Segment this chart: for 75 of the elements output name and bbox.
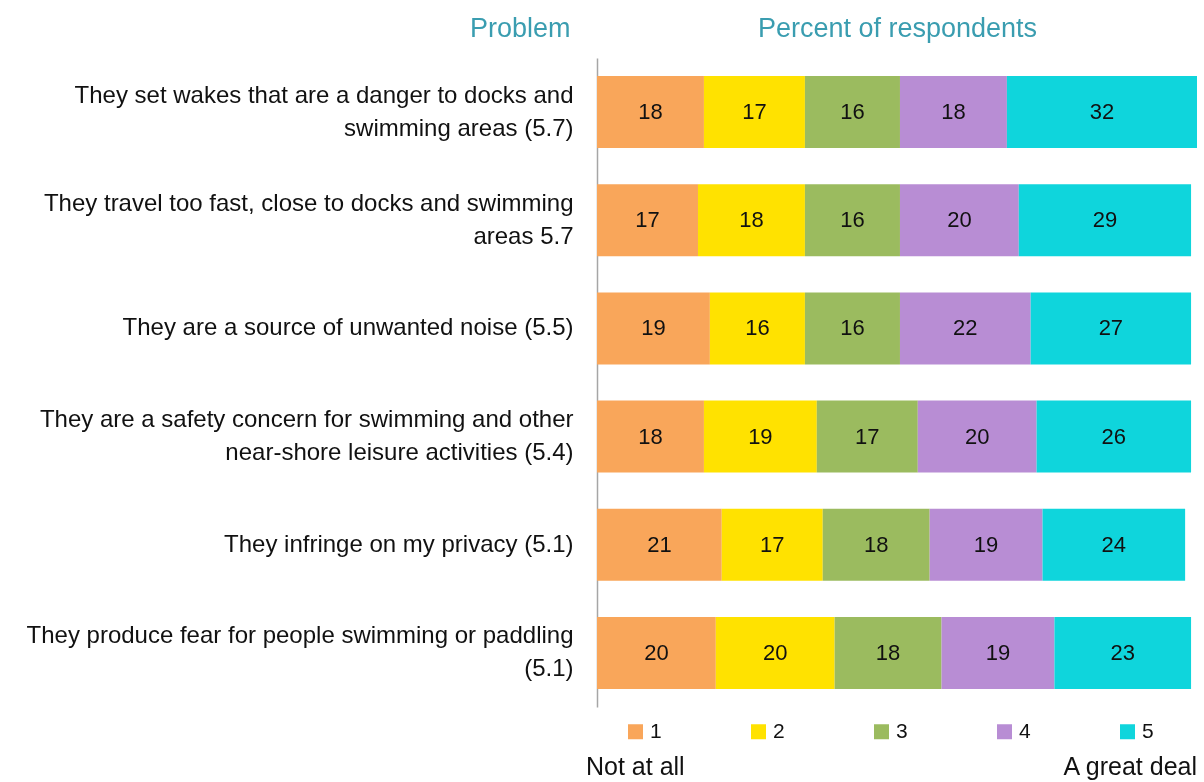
bar — [941, 616, 1055, 689]
data-label: 16 — [745, 315, 770, 341]
data-label: 19 — [985, 639, 1011, 665]
bar — [597, 292, 710, 365]
data-label: 18 — [638, 423, 663, 449]
bar — [597, 76, 704, 149]
data-label: 16 — [840, 315, 865, 341]
data-label: 16 — [840, 207, 865, 233]
bar — [804, 184, 900, 257]
legend-label: 5 — [1142, 718, 1154, 742]
data-label: 20 — [644, 639, 669, 665]
data-label: 18 — [941, 99, 966, 125]
bar — [1054, 616, 1192, 689]
data-label: 27 — [1098, 315, 1124, 341]
legend-label: 4 — [1019, 718, 1031, 742]
data-label: 32 — [1089, 99, 1115, 125]
bar — [715, 616, 835, 689]
bar — [697, 184, 805, 257]
y-tick-label: They travel too fast, close to docks and swimming areas 5.7 — [43, 188, 574, 249]
y-tick-label: They are a safety concern for swimming and other near-shore leisure activities (5.4) — [39, 405, 574, 466]
y-tick-label: They produce fear for people swimming or paddling (5.1) — [26, 621, 574, 682]
data-label: 21 — [647, 531, 672, 557]
bar — [1006, 76, 1197, 149]
legend-label: 3 — [896, 718, 908, 742]
data-label: 16 — [840, 99, 865, 125]
bar — [917, 400, 1037, 473]
data-label: 17 — [760, 531, 785, 557]
bar — [816, 400, 918, 473]
data-label: 17 — [855, 423, 880, 449]
bar — [597, 508, 722, 581]
data-label: 18 — [863, 531, 889, 557]
bar — [804, 292, 900, 365]
bar — [703, 400, 817, 473]
bar — [597, 184, 698, 257]
bar — [721, 508, 823, 581]
data-label: 18 — [739, 207, 764, 233]
x-axis-title: Percent of respondents — [757, 12, 1038, 43]
data-label: 17 — [635, 207, 660, 233]
bar — [1036, 400, 1192, 473]
y-tick-label: They are a source of unwanted noise (5.5) — [122, 313, 574, 341]
y-tick-label: They set wakes that are a danger to docks and swimming areas (5.7) — [74, 80, 574, 141]
data-label: 26 — [1101, 423, 1127, 449]
bar — [804, 76, 900, 149]
bar — [1018, 184, 1192, 257]
data-label: 18 — [638, 99, 663, 125]
data-label: 19 — [748, 423, 773, 449]
legend-label: 1 — [650, 718, 662, 742]
bar — [834, 616, 942, 689]
bar — [709, 292, 805, 365]
y-axis-title: Problem — [469, 12, 571, 43]
data-label: 24 — [1101, 531, 1127, 557]
data-label: 17 — [742, 99, 767, 125]
data-label: 20 — [964, 423, 990, 449]
bar — [899, 292, 1031, 365]
bar — [703, 76, 805, 149]
data-label: 20 — [762, 639, 788, 665]
data-label: 19 — [973, 531, 999, 557]
data-label: 18 — [875, 639, 901, 665]
legend-label: 2 — [773, 718, 785, 742]
y-tick-label: They infringe on my privacy (5.1) — [224, 529, 574, 557]
text: Not at all — [586, 752, 685, 780]
data-label: 23 — [1110, 639, 1135, 665]
data-label: 20 — [947, 207, 972, 233]
bar — [1030, 292, 1192, 365]
data-label: 19 — [641, 315, 666, 341]
text: A great deal — [1063, 752, 1197, 780]
data-label: 29 — [1092, 207, 1118, 233]
data-label: 22 — [953, 315, 978, 341]
bar — [929, 508, 1043, 581]
bar — [899, 76, 1007, 149]
bar — [597, 400, 704, 473]
bar — [899, 184, 1019, 257]
bar — [597, 616, 716, 689]
bar — [1042, 508, 1186, 581]
bar — [822, 508, 930, 581]
